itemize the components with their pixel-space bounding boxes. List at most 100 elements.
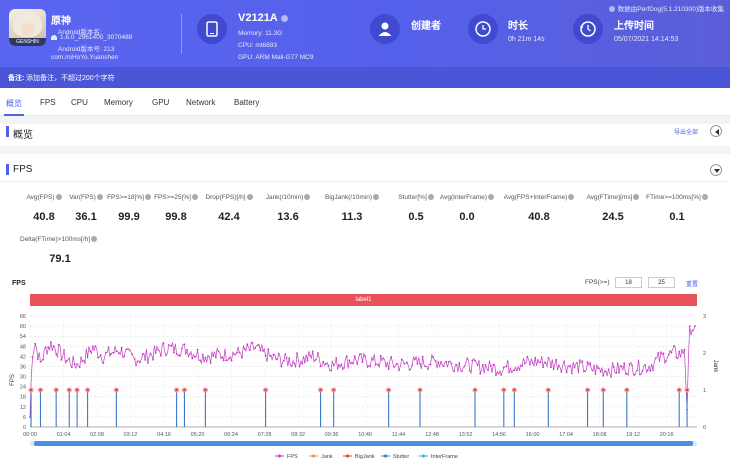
help-icon[interactable]	[246, 194, 253, 201]
fps-point	[60, 358, 63, 361]
fps-point	[529, 363, 531, 366]
help-icon[interactable]	[427, 194, 434, 201]
legend-swatch-dot	[312, 454, 315, 458]
tab-memory[interactable]: Memory	[104, 98, 133, 107]
fps-point	[81, 360, 84, 363]
fps-point	[500, 373, 503, 376]
tab-fps[interactable]: FPS	[40, 98, 56, 107]
fps-point	[112, 351, 115, 354]
fps-point	[44, 346, 47, 349]
note-input[interactable]: 添加备注，不超过200个字符	[26, 75, 115, 82]
fps-point	[395, 363, 398, 365]
tab-cpu[interactable]: CPU	[71, 98, 88, 107]
fps-filter-low-input[interactable]: 18	[615, 277, 642, 288]
tab-battery[interactable]: Battery	[234, 98, 260, 107]
metric-value: 11.3	[341, 211, 363, 223]
fps-point	[374, 363, 377, 366]
fps-point	[152, 358, 154, 361]
help-icon[interactable]	[701, 194, 708, 201]
help-icon[interactable]	[488, 194, 495, 201]
fps-point	[408, 369, 411, 371]
fps-point	[285, 357, 288, 360]
fps-point	[314, 359, 317, 361]
fps-point	[458, 362, 461, 364]
fps-point	[128, 349, 131, 351]
x-tick-label: 20:16	[660, 432, 674, 438]
note-bar[interactable]	[0, 67, 730, 88]
help-icon[interactable]	[304, 194, 311, 201]
fps-point	[461, 370, 463, 373]
fps-point	[29, 416, 31, 418]
fps-point	[212, 355, 215, 357]
fps-point	[327, 364, 330, 367]
x-tick-label: 10:40	[358, 432, 372, 438]
x-tick-label: 01:04	[57, 432, 71, 438]
fps-point	[105, 351, 107, 354]
tab-overview[interactable]: 概览	[6, 99, 22, 108]
app-version-label: Android版本名:	[58, 29, 102, 36]
fps-filter-reset-button[interactable]: 重置	[686, 282, 699, 288]
fps-point	[99, 354, 102, 356]
fps-point	[623, 362, 626, 365]
fps-point	[424, 365, 427, 368]
fps-point	[154, 352, 157, 355]
fps-point	[468, 369, 471, 372]
bigjank-event-dot	[29, 388, 33, 392]
help-icon[interactable]	[91, 236, 98, 243]
metric-label: FPS>=18[%]	[107, 194, 151, 201]
fps-point	[594, 373, 597, 375]
fps-point	[673, 345, 675, 347]
fps-point	[136, 360, 139, 363]
bigjank-event-dot	[183, 388, 186, 392]
fps-point	[162, 342, 165, 344]
fps-point	[348, 359, 351, 362]
metric-label: Drop(FPS)[/h]	[205, 194, 253, 201]
fps-point	[175, 352, 178, 355]
help-icon[interactable]	[96, 194, 103, 201]
fps-point	[159, 354, 162, 357]
metric-label: Avg(FTime)[ms]	[587, 194, 640, 201]
fps-point	[353, 355, 356, 358]
help-icon[interactable]	[633, 194, 640, 201]
android-icon	[51, 34, 57, 40]
label-band[interactable]: label1	[30, 294, 697, 306]
help-icon[interactable]	[55, 194, 62, 201]
overview-title: 概览	[13, 130, 33, 141]
fps-point	[694, 325, 696, 327]
fps-point	[115, 350, 118, 353]
fps-point	[591, 369, 594, 372]
info-icon	[608, 6, 615, 13]
fps-point	[254, 347, 257, 349]
device-info-icon[interactable]	[280, 14, 288, 22]
fps-point	[542, 366, 544, 369]
bigjank-event-dot	[513, 388, 516, 392]
fps-point	[523, 362, 526, 365]
export-all-link[interactable]: 导出全部	[674, 130, 699, 136]
metric-label: Jank(/10min)	[266, 194, 311, 201]
fps-point	[437, 361, 440, 363]
collapse-down-icon[interactable]	[710, 164, 722, 176]
bigjank-event-dot	[86, 388, 89, 392]
fps-point	[466, 357, 469, 360]
help-icon[interactable]	[144, 194, 151, 201]
device-name: V2121A	[238, 12, 288, 24]
fps-point	[382, 357, 385, 360]
fps-point	[607, 368, 610, 371]
help-icon[interactable]	[372, 194, 379, 201]
creator-icon	[370, 14, 400, 44]
fps-point	[39, 360, 42, 363]
tab-network[interactable]: Network	[186, 98, 216, 107]
metric-value: 42.4	[218, 211, 240, 223]
fps-point	[615, 372, 618, 374]
collapse-left-icon[interactable]	[710, 125, 722, 137]
fps-point	[429, 363, 432, 366]
tab-gpu[interactable]: GPU	[152, 98, 170, 107]
fps-point	[283, 359, 285, 362]
help-icon[interactable]	[568, 194, 575, 201]
fps-point	[406, 361, 408, 364]
help-icon[interactable]	[191, 194, 198, 201]
fps-point	[364, 355, 366, 357]
fps-filter-high-input[interactable]: 25	[648, 277, 675, 288]
app-package: com.miHoYo.Yuanshen	[51, 54, 119, 61]
